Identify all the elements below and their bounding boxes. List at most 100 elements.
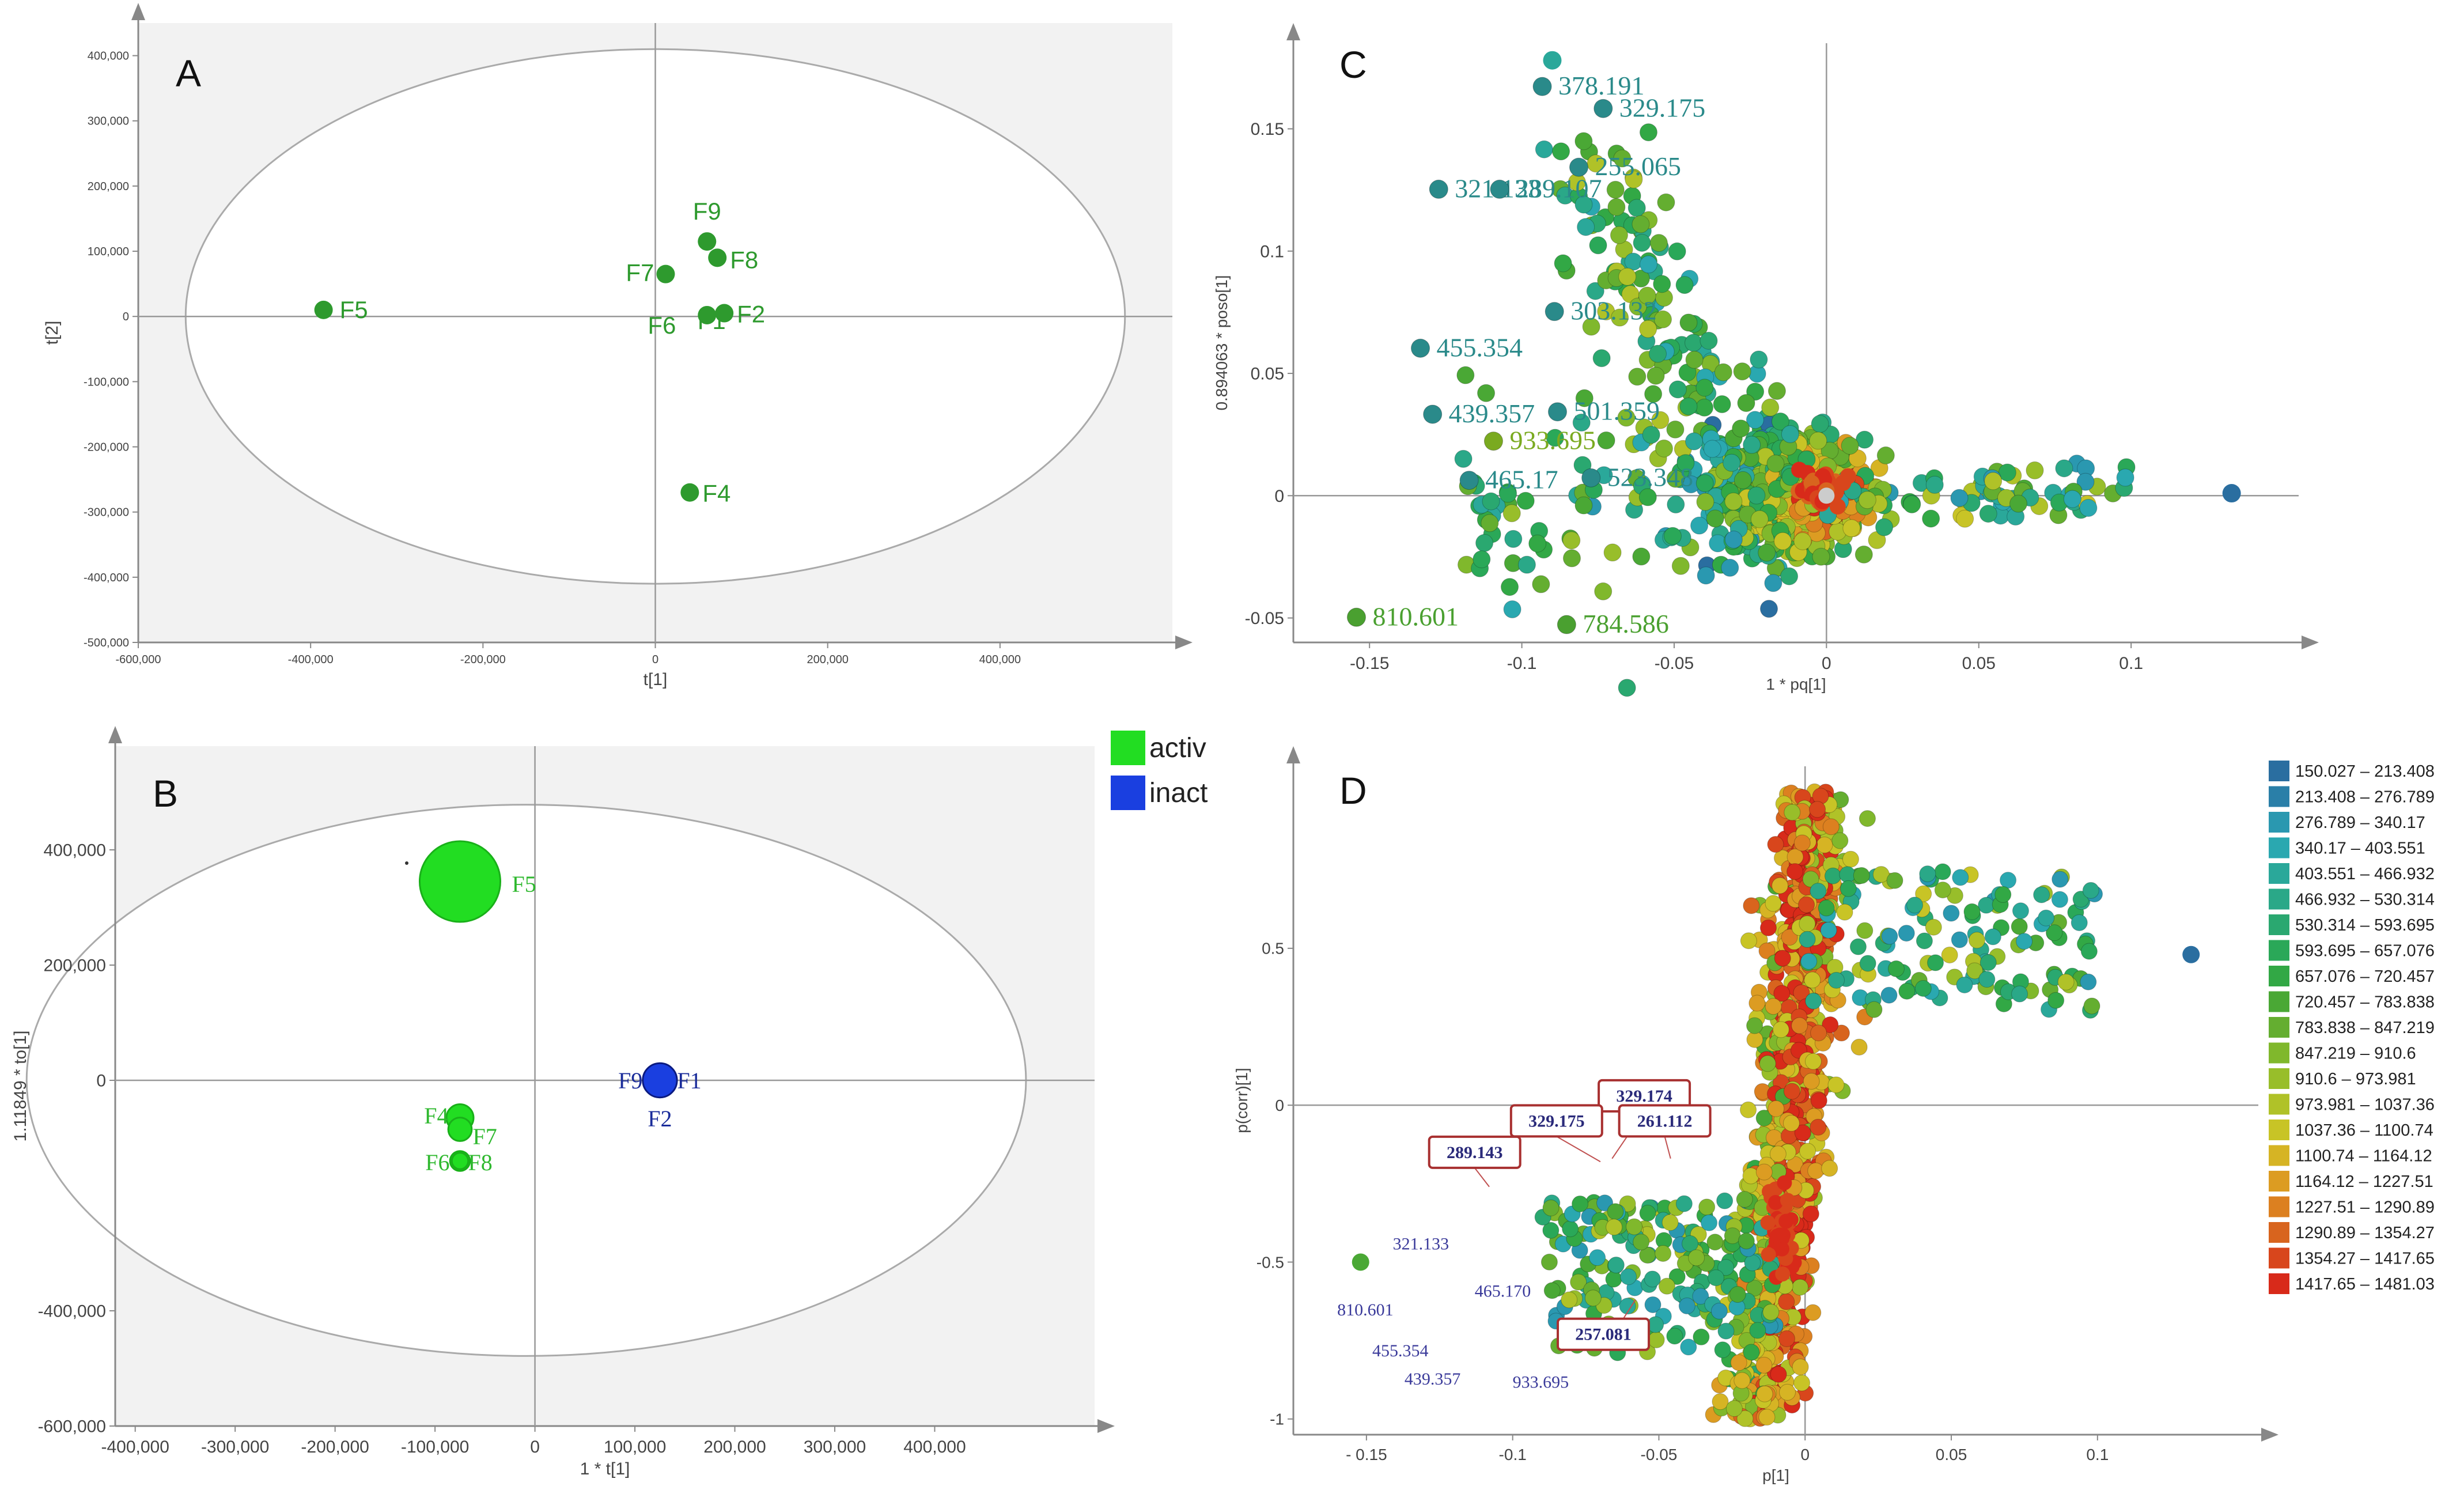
cloud-point (1638, 488, 1657, 506)
cloud-point (1956, 976, 1973, 993)
cloud-point (1756, 1385, 1773, 1402)
cloud-point (1771, 412, 1789, 430)
annotation-box-2 (1618, 1104, 1712, 1138)
cloud-point (1546, 429, 1564, 447)
annotation-4: 439.357 (1405, 1370, 1461, 1389)
cloud-point (1624, 252, 1642, 271)
cloud-point (2011, 918, 2028, 935)
cloud-point (1841, 437, 1859, 455)
point-f7 (656, 264, 675, 283)
cloud-point (1675, 1195, 1693, 1212)
point-label-f6: F6 (648, 312, 676, 339)
cloud-point (1766, 455, 1785, 473)
annotation-2: 255.065 (1595, 152, 1682, 181)
cloud-point (2009, 494, 2028, 513)
cloud-point (1570, 1273, 1587, 1291)
cloud-point (1582, 317, 1600, 336)
cloud-point (1778, 1330, 1795, 1347)
cloud-point (1810, 1024, 1827, 1042)
cloud-point (1791, 462, 1808, 478)
cloud-point (1927, 954, 1944, 971)
annotated-point-2 (1569, 157, 1588, 177)
x-axis-label: p[1] (1762, 1466, 1789, 1484)
legend-swatch-1 (2269, 786, 2289, 807)
cloud-point (1649, 345, 1667, 363)
y-tick-label: 200,000 (88, 180, 129, 193)
legend-swatch-14 (2269, 1120, 2289, 1140)
cloud-point (1499, 485, 1517, 503)
x-tick-label: -0.1 (1507, 654, 1537, 673)
cloud-point (1906, 897, 1924, 914)
point-f9 (698, 232, 717, 251)
point-label-f8: F8 (730, 246, 758, 273)
cloud-point (1740, 1101, 1757, 1118)
x-axis-label: 1 * pq[1] (1766, 675, 1826, 693)
cloud-point (1793, 834, 1811, 852)
y-tick-label: -400,000 (84, 572, 129, 584)
boxed-annotation-3: 289.143 (1447, 1143, 1503, 1162)
legend-label-1: 213.408 – 276.789 (2295, 788, 2435, 807)
y-tick-label: -100,000 (84, 376, 129, 388)
point-label-f9: F9 (618, 1068, 642, 1094)
point-f4 (680, 483, 699, 502)
cloud-point (1979, 505, 1997, 523)
cloud-point (1767, 1100, 1785, 1117)
cloud-point (1574, 195, 1593, 214)
cloud-point (1542, 1199, 1560, 1216)
cloud-point (1668, 380, 1687, 399)
legend-swatch-0 (2269, 761, 2289, 781)
cloud-point (1679, 313, 1698, 332)
cloud-point (1856, 922, 1873, 939)
annotated-point-12 (1346, 607, 1366, 627)
cloud-point (2012, 902, 2029, 920)
top-point (1543, 51, 1562, 70)
cloud-point (1792, 1359, 1809, 1376)
cloud-point (1772, 877, 1789, 894)
cloud-point (1552, 142, 1570, 161)
legend-label-13: 973.981 – 1037.36 (2295, 1096, 2435, 1114)
cloud-point (1543, 1282, 1561, 1299)
cloud-point (1850, 1038, 1868, 1056)
panel-d: - 0.15 -0.1 -0.05 0 0.05 0.1 0.5 0 -0.5 -1 p[1] p(c… (1233, 746, 2435, 1484)
cloud-point (1759, 919, 1777, 936)
annotation-box-3 (1428, 1135, 1521, 1169)
cloud-point (1696, 493, 1714, 511)
cloud-point (1535, 140, 1553, 158)
x-tick-label: 300,000 (804, 1438, 866, 1457)
cloud-point (1724, 492, 1743, 510)
cloud-point (1761, 398, 1780, 417)
cloud-point (1822, 818, 1840, 835)
cloud-point (1584, 1289, 1602, 1307)
cloud-point (1644, 385, 1663, 403)
annotation-1: 329.175 (1619, 93, 1706, 122)
cloud-point (1853, 867, 1870, 884)
cloud-point (1807, 1162, 1825, 1179)
cloud-point (2026, 461, 2044, 479)
annotation-arrow-3 (1474, 1167, 1490, 1187)
cloud-point (1679, 397, 1698, 415)
annotated-point-1 (1594, 99, 1613, 118)
cloud-point (1482, 492, 1500, 510)
cloud-point (1951, 931, 1968, 948)
legend-swatch-5 (2269, 888, 2289, 910)
cloud-point (1663, 527, 1682, 545)
cloud-point (1978, 897, 1995, 914)
cloud-point (1676, 454, 1695, 472)
cloud-point (1618, 267, 1637, 286)
cloud-point (1653, 275, 1671, 293)
legend-swatch-12 (2269, 1068, 2289, 1089)
cloud-point (1802, 1205, 1819, 1223)
cloud-point (1903, 495, 1921, 513)
cloud-point (1887, 960, 1905, 977)
cloud-point (1502, 504, 1521, 523)
cloud-point (1919, 865, 1936, 883)
stray-mark (405, 861, 408, 865)
legend-label-15: 1100.74 – 1164.12 (2295, 1147, 2432, 1166)
legend-swatch-17 (2269, 1196, 2289, 1217)
annotation-7: 439.357 (1449, 399, 1535, 428)
annotation-13: 784.586 (1583, 609, 1669, 638)
cloud-point (1605, 1270, 1622, 1288)
cloud-point (1632, 547, 1651, 566)
y-tick-label: -0.5 (1256, 1253, 1284, 1271)
cloud-point (1575, 389, 1594, 407)
